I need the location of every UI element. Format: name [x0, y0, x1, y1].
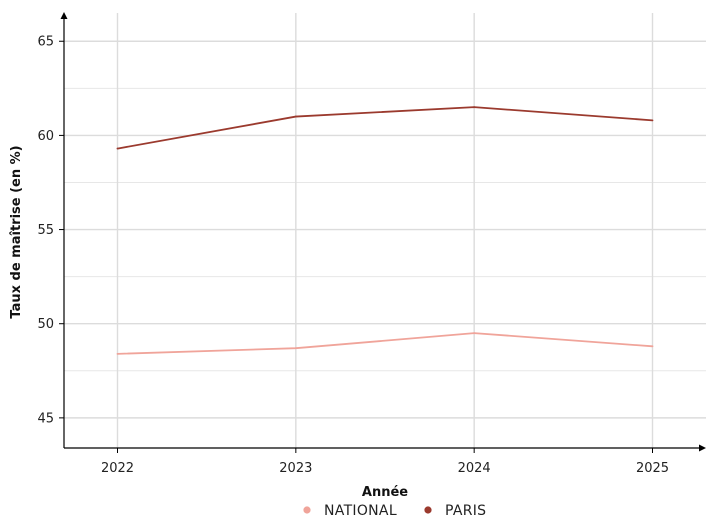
- series-lines: [116, 106, 654, 355]
- data-point: [473, 332, 476, 335]
- x-tick-labels: 2022 2023 2024 2025: [101, 461, 669, 476]
- x-axis-arrow-icon: [699, 444, 706, 452]
- y-tick-label: 45: [37, 411, 54, 426]
- legend-marker-paris: [424, 506, 432, 514]
- legend: NATIONAL PARIS: [303, 503, 486, 517]
- legend-marker-national: [303, 506, 311, 514]
- y-axis-arrow-icon: [60, 12, 68, 19]
- data-point: [651, 345, 654, 348]
- y-tick-label: 60: [37, 129, 54, 144]
- x-axis-title: Année: [362, 485, 408, 500]
- legend-label: PARIS: [445, 503, 486, 517]
- x-tick-label: 2024: [458, 461, 491, 476]
- data-point: [651, 119, 654, 122]
- axes: [59, 12, 706, 453]
- y-tick-label: 55: [37, 223, 54, 238]
- y-tick-label: 65: [37, 35, 54, 50]
- data-point: [116, 147, 119, 150]
- y-tick-labels: 45 50 55 60 65: [37, 35, 54, 427]
- data-point: [116, 352, 119, 355]
- legend-label: NATIONAL: [324, 503, 397, 517]
- series-line-national: [117, 332, 653, 355]
- x-tick-label: 2025: [636, 461, 669, 476]
- data-point: [294, 347, 297, 350]
- data-point: [294, 115, 297, 118]
- data-point: [473, 106, 476, 109]
- series-line-paris: [117, 106, 653, 150]
- x-tick-label: 2022: [101, 461, 134, 476]
- x-tick-label: 2023: [279, 461, 312, 476]
- y-axis-title: Taux de maîtrise (en %): [9, 145, 24, 318]
- y-tick-label: 50: [37, 317, 54, 332]
- grid: [64, 13, 706, 448]
